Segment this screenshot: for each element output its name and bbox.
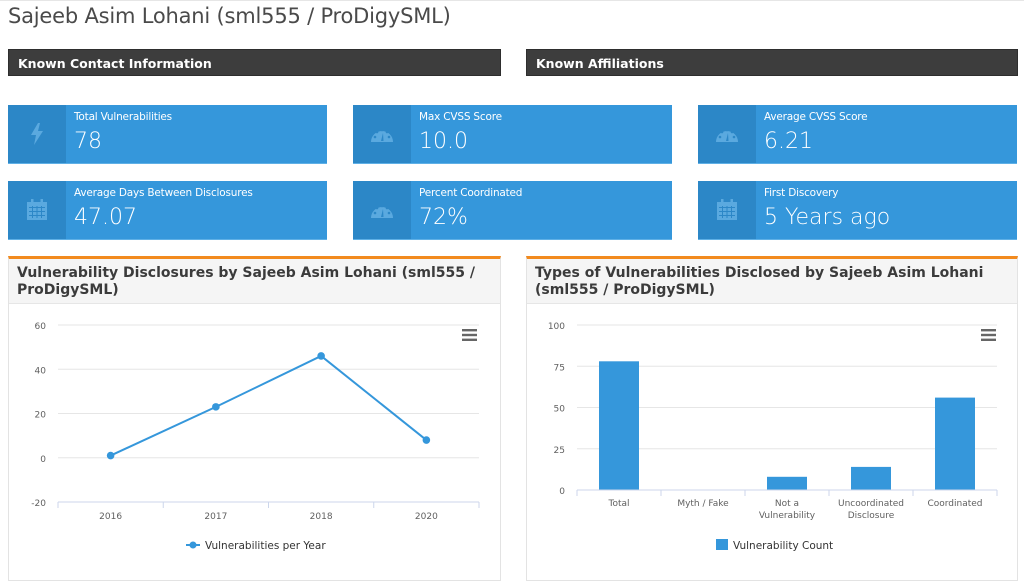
calendar-icon (8, 181, 66, 239)
dashboard-gauge-icon (698, 105, 756, 163)
legend-label[interactable]: Vulnerability Count (733, 540, 833, 552)
stat-value: 6.21 (764, 129, 813, 154)
x-tick-label: Not a (775, 499, 799, 509)
chart-menu-icon[interactable] (981, 329, 996, 341)
y-tick-label: 40 (35, 366, 47, 376)
bar[interactable] (767, 476, 807, 490)
y-tick-label: 100 (548, 322, 565, 332)
x-tick-label: 2016 (99, 512, 122, 522)
y-tick-label: -20 (31, 499, 46, 509)
stat-value: 47.07 (74, 205, 137, 230)
legend-marker-icon (189, 541, 197, 549)
y-tick-label: 60 (35, 322, 47, 332)
stat-label: Average CVSS Score (764, 111, 868, 123)
stat-value: 78 (74, 129, 102, 154)
legend-label[interactable]: Vulnerabilities per Year (205, 540, 326, 552)
chart-menu-icon[interactable] (462, 329, 477, 341)
bar[interactable] (851, 466, 891, 490)
calendar-icon (698, 181, 756, 239)
bar[interactable] (935, 397, 975, 490)
dashboard-gauge-icon (353, 181, 411, 239)
stat-card-max-cvss-score: Max CVSS Score 10.0 (353, 105, 672, 164)
data-point[interactable] (212, 403, 220, 411)
stat-label: Max CVSS Score (419, 111, 502, 123)
stat-label: Percent Coordinated (419, 187, 523, 199)
stat-label: Average Days Between Disclosures (74, 187, 253, 199)
y-tick-label: 75 (554, 363, 565, 373)
y-tick-label: 20 (35, 411, 47, 421)
stat-card-average-days-between-disclosures: Average Days Between Disclosures 47.07 (8, 181, 327, 240)
disclosures-chart-title: Vulnerability Disclosures by Sajeeb Asim… (9, 259, 500, 304)
series-line (110, 354, 427, 457)
data-point[interactable] (422, 436, 431, 444)
dashboard-gauge-icon (353, 105, 411, 163)
y-tick-label: 50 (554, 405, 566, 415)
known-affiliations-header: Known Affiliations (526, 49, 1018, 76)
data-point[interactable] (106, 451, 115, 460)
page-title: Sajeeb Asim Lohani (sml555 / ProDigySML) (8, 4, 451, 28)
stat-label: Total Vulnerabilities (74, 111, 172, 123)
top-divider (0, 0, 1024, 1)
x-tick-label: 2020 (415, 512, 438, 522)
y-tick-label: 25 (554, 446, 565, 456)
stat-value: 72% (419, 205, 468, 230)
x-tick-label: 2017 (204, 512, 227, 522)
y-tick-label: 0 (40, 455, 46, 465)
x-tick-label: Vulnerability (759, 511, 816, 521)
stat-card-first-discovery: First Discovery 5 Years ago (698, 181, 1017, 240)
x-tick-label: Uncoordinated (838, 499, 904, 509)
bar[interactable] (599, 361, 639, 490)
stat-card-percent-coordinated: Percent Coordinated 72% (353, 181, 672, 240)
x-tick-label: 2018 (310, 512, 333, 522)
legend-swatch-icon (716, 539, 728, 550)
disclosures-chart-panel: Vulnerability Disclosures by Sajeeb Asim… (8, 256, 501, 581)
stat-card-average-cvss-score: Average CVSS Score 6.21 (698, 105, 1017, 164)
x-tick-label: Coordinated (927, 499, 982, 509)
known-contact-information-header: Known Contact Information (8, 49, 501, 76)
stat-value: 10.0 (419, 129, 468, 154)
types-chart-title: Types of Vulnerabilities Disclosed by Sa… (527, 259, 1017, 304)
stat-card-total-vulnerabilities: Total Vulnerabilities 78 (8, 105, 327, 164)
data-point[interactable] (317, 352, 325, 360)
y-tick-label: 0 (559, 487, 565, 497)
stat-label: First Discovery (764, 187, 839, 199)
bolt-icon (8, 105, 66, 163)
stat-value: 5 Years ago (764, 205, 891, 230)
x-tick-label: Total (607, 499, 629, 509)
x-tick-label: Myth / Fake (677, 499, 729, 509)
x-tick-label: Disclosure (848, 511, 895, 521)
